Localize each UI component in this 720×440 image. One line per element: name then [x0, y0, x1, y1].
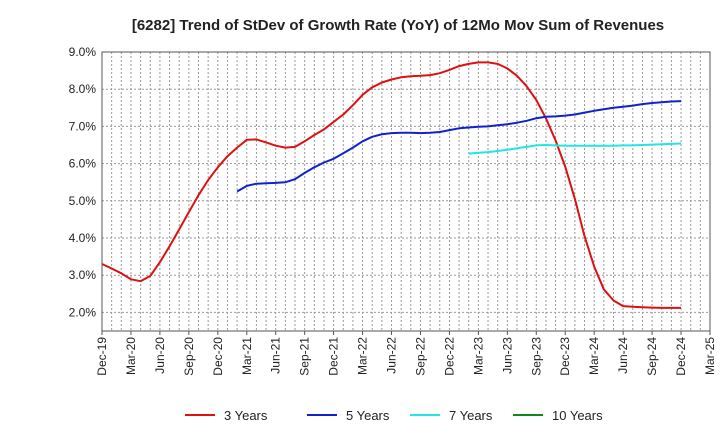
series-line-7-years	[468, 142, 682, 155]
x-tick-label: Sep-20	[182, 337, 196, 376]
x-tick-label: Dec-19	[95, 337, 109, 376]
x-tick-label: Jun-22	[385, 337, 399, 374]
x-tick-label: Dec-23	[558, 337, 572, 376]
y-tick-label: 2.0%	[69, 305, 97, 319]
x-axis-ticks: Dec-19 Mar-20 Jun-20 Sep-20 Dec-20 Mar-21 Jun-…	[95, 331, 717, 376]
x-tick-label: Sep-24	[645, 337, 659, 376]
legend-label-10-years: 10 Years	[552, 408, 603, 423]
x-tick-label: Jun-20	[153, 337, 167, 374]
y-tick-label: 6.0%	[69, 157, 97, 171]
x-tick-label: Mar-25	[703, 337, 717, 375]
legend: 3 Years 5 Years 7 Years 10 Years	[185, 408, 603, 423]
x-tick-label: Mar-23	[471, 337, 485, 375]
x-tick-label: Sep-22	[413, 337, 427, 376]
series-line-5-years	[236, 100, 682, 193]
x-tick-label: Mar-20	[124, 337, 138, 375]
x-tick-label: Jun-23	[500, 337, 514, 374]
legend-label-5-years: 5 Years	[346, 408, 390, 423]
x-tick-label: Mar-24	[587, 337, 601, 375]
legend-label-3-years: 3 Years	[224, 408, 268, 423]
series-lines	[101, 61, 682, 309]
y-tick-label: 3.0%	[69, 268, 97, 282]
x-tick-label: Jun-21	[269, 337, 283, 374]
x-tick-label: Sep-23	[529, 337, 543, 376]
y-tick-label: 7.0%	[69, 119, 97, 133]
x-tick-label: Sep-21	[298, 337, 312, 376]
x-tick-label: Mar-21	[240, 337, 254, 375]
x-tick-label: Dec-24	[674, 337, 688, 376]
x-tick-label: Dec-21	[327, 337, 341, 376]
y-tick-label: 9.0%	[69, 45, 97, 59]
legend-label-7-years: 7 Years	[449, 408, 493, 423]
grid	[102, 51, 710, 331]
series-line-3-years	[101, 61, 681, 309]
y-tick-label: 4.0%	[69, 231, 97, 245]
x-tick-label: Jun-24	[616, 337, 630, 374]
x-tick-label: Mar-22	[356, 337, 370, 375]
x-tick-label: Dec-22	[442, 337, 456, 376]
chart-title: [6282] Trend of StDev of Growth Rate (Yo…	[132, 17, 664, 34]
x-tick-label: Dec-20	[211, 337, 225, 376]
y-axis-ticks: 2.0% 3.0% 4.0% 5.0% 6.0% 7.0% 8.0% 9.0%	[69, 45, 97, 319]
y-tick-label: 8.0%	[69, 82, 97, 96]
y-tick-label: 5.0%	[69, 194, 97, 208]
plot-frame	[101, 51, 711, 332]
